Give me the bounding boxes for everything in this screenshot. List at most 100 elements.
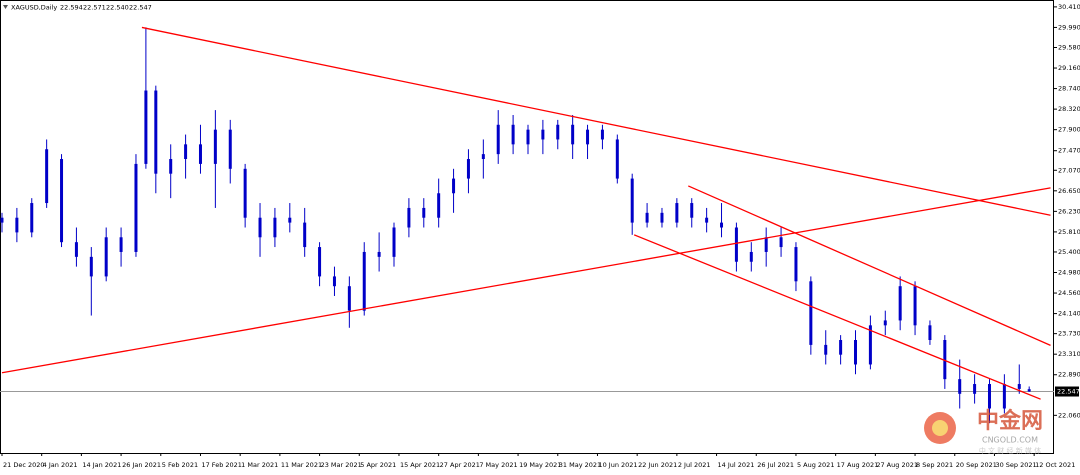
candle-body [779, 237, 783, 248]
y-tick-label: 22.060 [1058, 411, 1080, 419]
y-tick-label: 25.400 [1058, 248, 1080, 256]
header-value: 22.540 [106, 4, 129, 12]
y-tick-label: 28.740 [1058, 85, 1080, 93]
candle-body [154, 90, 158, 174]
y-tick-label: 27.470 [1058, 147, 1080, 155]
y-tick-label: 30.410 [1058, 3, 1080, 11]
chart-title: XAGUSD,Daily [11, 4, 57, 12]
candle-body [511, 124, 515, 145]
x-tick-label: 27 Aug 2021 [876, 461, 918, 469]
x-tick-label: 5 Apr 2021 [360, 461, 396, 469]
price-label: 22.547 [1057, 388, 1080, 396]
candle-body [347, 286, 351, 311]
candle-body [481, 154, 485, 160]
header-value: 22.547 [129, 4, 152, 12]
x-tick-label: 22 Jun 2021 [638, 461, 677, 469]
candle-body [119, 237, 123, 252]
candle-body [868, 325, 872, 365]
x-tick-label: 5 Aug 2021 [797, 461, 835, 469]
candle-body [422, 207, 426, 218]
x-tick-label: 4 Jan 2021 [43, 461, 78, 469]
candle-body [794, 247, 798, 282]
candle-body [377, 251, 381, 257]
candle-body [144, 90, 148, 164]
candle-body [45, 149, 49, 204]
x-tick-label: 14 Jul 2021 [718, 461, 755, 469]
header-value: 22.594 [60, 4, 83, 12]
candle-body [541, 129, 545, 140]
candle-body [645, 212, 649, 223]
y-tick-label: 29.580 [1058, 43, 1080, 51]
candle-body [0, 217, 4, 223]
candle-body [809, 281, 813, 345]
candle-body [392, 227, 396, 257]
x-tick-label: 14 Jan 2021 [82, 461, 121, 469]
candle-body [1017, 384, 1021, 389]
y-tick-label: 29.160 [1058, 64, 1080, 72]
candle-body [258, 217, 262, 238]
watermark: 中金网 CNGOLD.COM 中 文 财 经 新 媒 体 [924, 408, 1043, 455]
price-label-box [1055, 386, 1079, 397]
candle-body [74, 242, 78, 257]
y-tick-label: 29.990 [1058, 23, 1080, 31]
symbol-icon [3, 5, 8, 9]
candle-body [690, 203, 694, 218]
candle-body [303, 222, 307, 248]
candle-body [764, 237, 768, 252]
candle-body [134, 163, 138, 252]
candle-body [839, 340, 843, 355]
y-tick-label: 26.230 [1058, 207, 1080, 215]
candle-body [883, 320, 887, 326]
candle-body [452, 178, 456, 194]
y-tick-label: 24.980 [1058, 269, 1080, 277]
candle-body [854, 340, 858, 365]
x-tick-label: 1 Mar 2021 [241, 461, 278, 469]
candle-body [973, 384, 977, 394]
trendline [633, 234, 1041, 400]
y-tick-label: 25.810 [1058, 228, 1080, 236]
y-tick-label: 27.070 [1058, 166, 1080, 174]
candle-body [30, 203, 34, 233]
x-tick-label: 20 Sep 2021 [956, 461, 997, 469]
candle-body [273, 217, 277, 238]
candle-body [824, 344, 828, 355]
y-tick-label: 23.310 [1058, 350, 1080, 358]
header-value: 22.571 [83, 4, 106, 12]
candle-body [169, 159, 173, 174]
candle-body [630, 178, 634, 223]
x-tick-label: 26 Jan 2021 [122, 461, 161, 469]
x-tick-label: 30 Sep 2021 [995, 461, 1036, 469]
x-tick-label: 10 Jun 2021 [598, 461, 637, 469]
candle-body [928, 325, 932, 341]
candle-body [407, 207, 411, 228]
y-tick-label: 27.900 [1058, 126, 1080, 134]
watermark-logo-icon [932, 420, 948, 436]
candle-body [288, 217, 292, 223]
candle-body [1002, 384, 1006, 409]
candle-body [198, 144, 202, 164]
candle-body [89, 256, 93, 277]
x-tick-label: 17 Feb 2021 [201, 461, 241, 469]
candle-body [749, 251, 753, 262]
x-tick-label: 2 Jul 2021 [678, 461, 711, 469]
candle-body [362, 251, 366, 311]
candle-body [615, 139, 619, 179]
y-tick-label: 28.320 [1058, 105, 1080, 113]
candle-body [913, 286, 917, 326]
candle-body [60, 159, 64, 243]
x-tick-label: 5 Feb 2021 [162, 461, 198, 469]
candle-body [586, 129, 590, 145]
candle-body [1027, 389, 1031, 392]
watermark-site: CNGOLD.COM [982, 436, 1038, 445]
candle-body [228, 129, 232, 169]
y-tick-label: 22.890 [1058, 371, 1080, 379]
candle-body [243, 168, 247, 218]
x-tick-label: 23 Mar 2021 [321, 461, 362, 469]
watermark-logo: 中金网 [977, 408, 1043, 434]
candle-body [987, 384, 991, 409]
candle-body [600, 129, 604, 140]
x-tick-label: 17 Aug 2021 [837, 461, 879, 469]
candle-body [675, 203, 679, 223]
candle-body [15, 217, 19, 233]
